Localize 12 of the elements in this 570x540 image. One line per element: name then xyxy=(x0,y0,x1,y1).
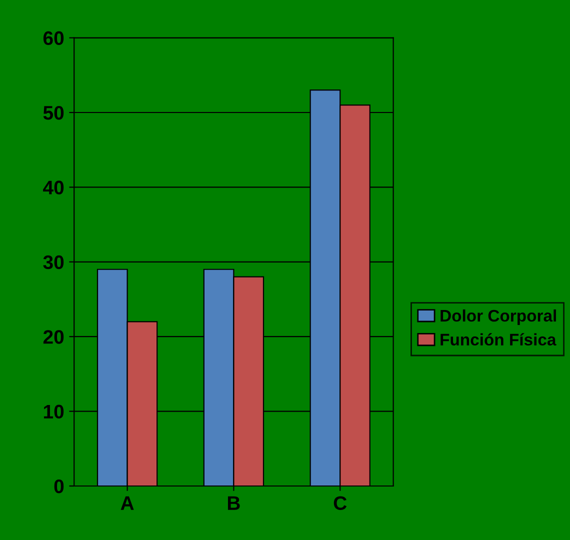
x-tick-label: B xyxy=(228,496,240,510)
y-tick-label: 30 xyxy=(43,255,64,270)
y-tick-label: 10 xyxy=(44,404,64,419)
legend-label: Función Física xyxy=(440,333,556,346)
x-tick-label: C xyxy=(334,496,347,510)
legend-label: Dolor Corporal xyxy=(440,309,556,325)
y-tick-label: 60 xyxy=(43,31,64,46)
y-tick-label: 50 xyxy=(43,106,64,120)
y-tick-label: 20 xyxy=(43,330,64,344)
x-tick-label: A xyxy=(120,496,134,510)
y-tick-label: 40 xyxy=(43,180,64,194)
y-tick-label: 0 xyxy=(54,479,64,494)
